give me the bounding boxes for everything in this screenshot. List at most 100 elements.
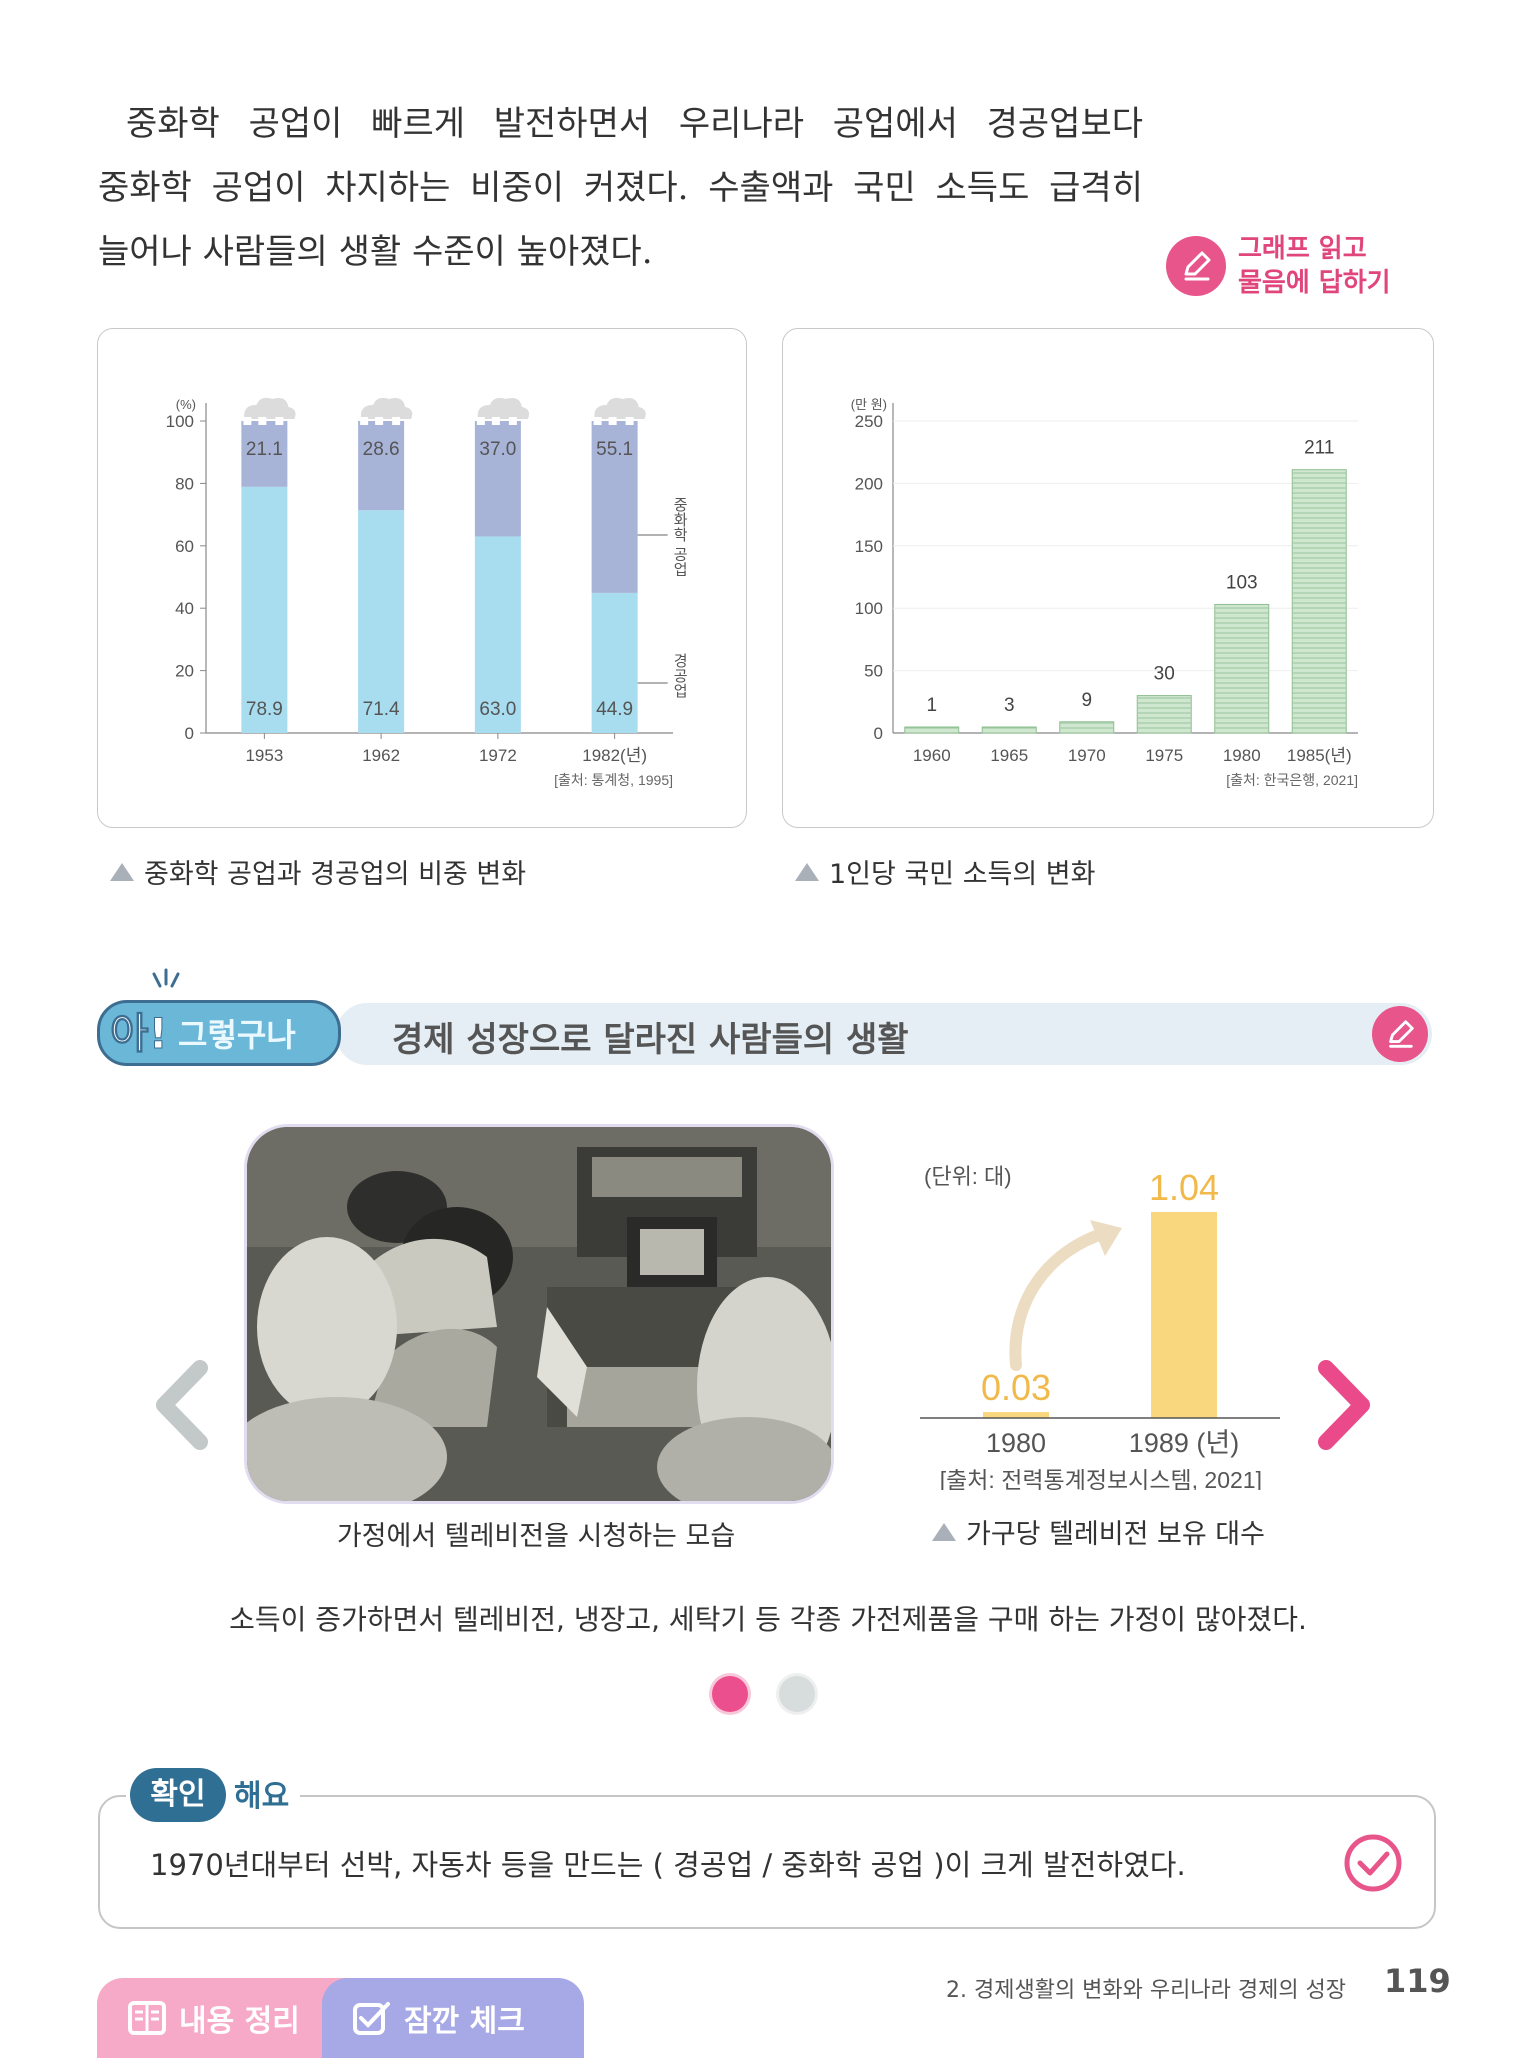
graph-reading-tip[interactable]: 그래프 읽고 물음에 답하기 bbox=[1166, 232, 1391, 300]
bar-segment bbox=[591, 421, 638, 593]
data-label: 71.4 bbox=[363, 699, 400, 720]
data-label: 44.9 bbox=[596, 699, 633, 720]
banner-bar bbox=[336, 1003, 1432, 1065]
intro-line: 늘어나 사람들의 생활 수준이 높아졌다. bbox=[98, 232, 653, 272]
chimney-notch bbox=[625, 417, 634, 425]
page-dot-active[interactable] bbox=[712, 1676, 748, 1712]
smoke-icon bbox=[477, 397, 530, 419]
x-tick-label: 1980 bbox=[1223, 746, 1261, 765]
banner-badge bbox=[97, 1000, 341, 1066]
check-circle-icon[interactable] bbox=[1342, 1832, 1404, 1894]
caption-text: 1인당 국민 소득의 변화 bbox=[829, 859, 1096, 890]
industry-share-caption: 중화학 공업과 경공업의 비중 변화 bbox=[110, 852, 526, 891]
y-tick-label: 250 bbox=[855, 412, 883, 431]
x-tick-label: 1972 bbox=[479, 746, 517, 765]
y-tick-label: 20 bbox=[175, 662, 194, 681]
caption-text: 가구당 텔레비전 보유 대수 bbox=[966, 1519, 1265, 1550]
y-tick-label: 80 bbox=[175, 474, 194, 493]
growth-arrow-head bbox=[1090, 1220, 1122, 1256]
footer-chapter: 2. 경제생활의 변화와 우리나라 경제의 성장 bbox=[946, 1978, 1347, 2003]
carousel-prev-icon[interactable] bbox=[150, 1360, 214, 1450]
carousel-pagination bbox=[712, 1676, 841, 1716]
banner-pencil-icon[interactable] bbox=[1372, 1006, 1428, 1062]
banner-badge-text-b: 그렇구나 bbox=[178, 1016, 296, 1054]
chimney-notch bbox=[275, 417, 284, 425]
y-tick-label: 60 bbox=[175, 537, 194, 556]
income-chart: (만 원) 0 50 100 150 200 250 1 1960 3 1965 9 1970 30 197… bbox=[851, 397, 1358, 788]
y-tick-label: 200 bbox=[855, 474, 883, 493]
checkbox-icon bbox=[353, 2002, 390, 2035]
tv-watching-photo bbox=[244, 1124, 834, 1504]
chimney-notch bbox=[593, 417, 602, 425]
chimney-notch bbox=[392, 417, 401, 425]
photo-caption: 가정에서 텔레비전을 시청하는 모습 bbox=[336, 1521, 736, 1552]
money-stack-bar bbox=[1214, 603, 1270, 734]
tip-line-1: 그래프 읽고 bbox=[1238, 234, 1367, 264]
tv-bar bbox=[1151, 1212, 1217, 1418]
smoke-icon bbox=[360, 397, 413, 419]
data-label: 30 bbox=[1154, 664, 1175, 685]
quick-check-tab-label: 잠깐 체크 bbox=[404, 2004, 525, 2039]
data-label: 0.03 bbox=[981, 1367, 1051, 1408]
smoke-icon bbox=[244, 397, 296, 419]
smoke-icon bbox=[594, 397, 646, 419]
data-label: 78.9 bbox=[246, 699, 283, 720]
chimney-notch bbox=[508, 417, 517, 425]
check-tab-a: 확인 bbox=[130, 1768, 226, 1822]
x-tick-label: 1965 bbox=[990, 746, 1028, 765]
data-label: 1 bbox=[926, 695, 937, 716]
book-icon bbox=[128, 2001, 166, 2035]
banner-badge-text-a: 아! bbox=[110, 1009, 169, 1059]
page-number: 119 bbox=[1384, 1962, 1451, 2000]
x-tick-label: 1975 bbox=[1145, 746, 1183, 765]
check-question-box bbox=[98, 1795, 1436, 1929]
money-stack-bar bbox=[904, 726, 960, 734]
x-tick-label: 1989 (년) bbox=[1129, 1428, 1239, 1458]
y-tick-label: 150 bbox=[855, 537, 883, 556]
data-label: 37.0 bbox=[479, 439, 516, 460]
source-note: [출처: 한국은행, 2021] bbox=[1226, 772, 1358, 788]
money-stack-bar bbox=[1059, 721, 1115, 734]
y-tick-label: 0 bbox=[874, 724, 883, 743]
growth-arrow bbox=[1009, 1227, 1111, 1371]
data-label: 21.1 bbox=[246, 439, 283, 460]
income-panel: (만 원) 0 50 100 150 200 250 1 1960 3 1965 9 1970 30 197… bbox=[782, 328, 1434, 828]
bar-segment bbox=[241, 421, 288, 487]
y-unit-label: (%) bbox=[176, 397, 196, 412]
burst-icon bbox=[152, 968, 180, 988]
intro-paragraph: 중화학 공업이 빠르게 발전하면서 우리나라 공업에서 경공업보다 중화학 공업… bbox=[98, 92, 1143, 284]
caption-text: 중화학 공업과 경공업의 비중 변화 bbox=[144, 859, 527, 890]
chimney-notch bbox=[491, 417, 500, 425]
bar-segment bbox=[591, 592, 638, 733]
industry-share-panel: (%) 0 20 40 60 80 100 78.9 21.1 1953 71.4 28.6 1962 6… bbox=[97, 328, 747, 828]
chimney-notch bbox=[360, 417, 369, 425]
series-label: 중화학 공업 bbox=[671, 497, 688, 576]
money-stack-bar bbox=[1291, 469, 1347, 734]
page-dot[interactable] bbox=[779, 1676, 816, 1712]
bar-segment bbox=[241, 486, 288, 733]
y-tick-label: 100 bbox=[166, 412, 194, 431]
y-tick-label: 100 bbox=[855, 599, 883, 618]
carousel-next-icon[interactable] bbox=[1312, 1360, 1376, 1450]
data-label: 63.0 bbox=[479, 699, 516, 720]
data-label: 55.1 bbox=[596, 439, 633, 460]
chimney-notch bbox=[375, 417, 384, 425]
intro-line: 중화학 공업이 빠르게 발전하면서 우리나라 공업에서 경공업보다 bbox=[126, 104, 1143, 144]
data-label: 9 bbox=[1081, 690, 1092, 711]
unit-label: (단위: 대) bbox=[924, 1164, 1012, 1189]
y-tick-label: 0 bbox=[185, 724, 194, 743]
pencil-icon bbox=[1166, 236, 1226, 296]
x-tick-label: 1960 bbox=[913, 746, 951, 765]
caption-arrow-icon bbox=[795, 862, 819, 881]
data-label: 1.04 bbox=[1149, 1167, 1219, 1208]
money-stack-bar bbox=[981, 726, 1037, 734]
check-question: 1970년대부터 선박, 자동차 등을 만드는 ( 경공업 / 중화학 공업 )… bbox=[150, 1848, 1186, 1882]
y-unit-label: (만 원) bbox=[851, 397, 887, 412]
y-tick-label: 40 bbox=[175, 599, 194, 618]
tv-bar bbox=[983, 1412, 1049, 1418]
bar-segment bbox=[474, 421, 521, 537]
quick-check-tab[interactable]: 잠깐 체크 bbox=[322, 1978, 584, 2058]
x-tick-label: 1980 bbox=[986, 1428, 1046, 1458]
tip-line-2: 물음에 답하기 bbox=[1238, 268, 1391, 298]
check-tab-b: 해요 bbox=[234, 1779, 290, 1814]
